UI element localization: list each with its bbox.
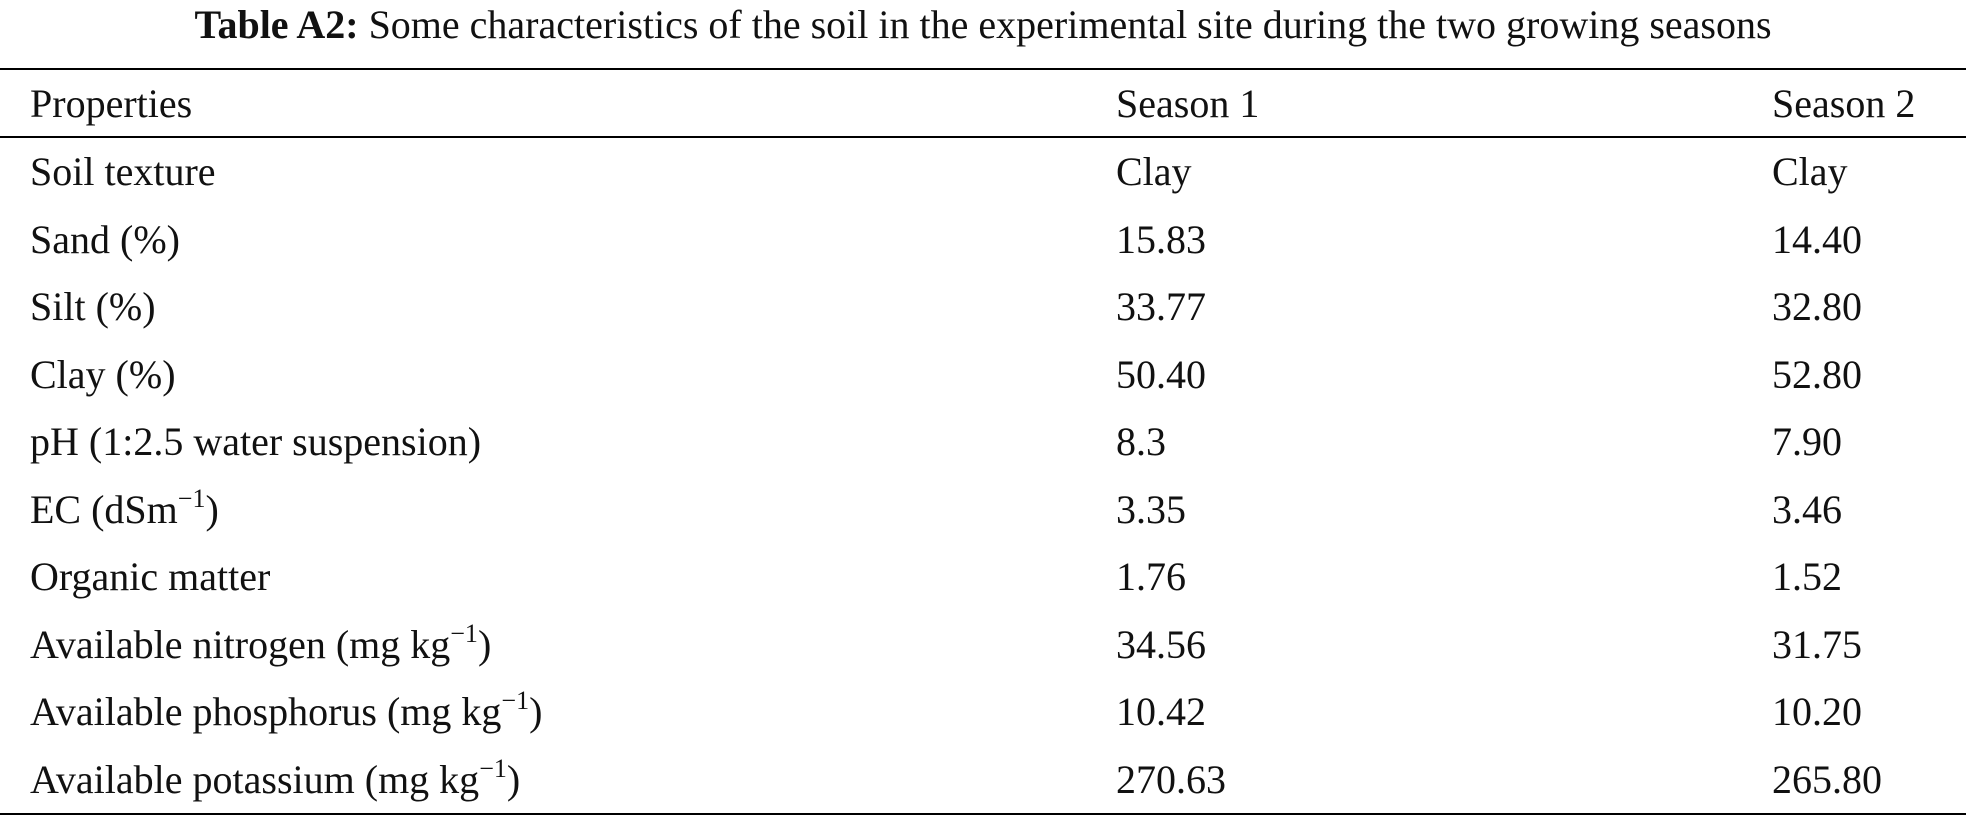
- season-1-value: 3.35: [1116, 486, 1186, 532]
- unit-exponent: −1: [177, 483, 206, 513]
- soil-characteristics-table: Properties Season 1 Season 2 Soil textur…: [0, 68, 1966, 815]
- property-label: Soil texture: [30, 149, 216, 195]
- header-season-2: Season 2: [1772, 80, 1916, 126]
- property-cell: Available phosphorus (mg kg−1): [0, 678, 1116, 746]
- season-1-value: 1.76: [1116, 554, 1186, 600]
- season-1-value: 270.63: [1116, 756, 1226, 802]
- table-header-row: Properties Season 1 Season 2: [0, 69, 1966, 137]
- property-label: Clay (%): [30, 351, 176, 397]
- property-label: Available nitrogen (mg kg: [30, 621, 451, 667]
- property-cell: Available potassium (mg kg−1): [0, 746, 1116, 815]
- property-label-close: ): [477, 621, 492, 667]
- season-2-value: 10.20: [1772, 689, 1862, 735]
- season-2-value: 265.80: [1772, 756, 1882, 802]
- header-properties: Properties: [30, 80, 193, 126]
- unit-exponent: −1: [501, 686, 530, 716]
- table-row: Silt (%) 33.77 32.80: [0, 273, 1966, 341]
- property-cell: EC (dSm−1): [0, 476, 1116, 544]
- season-1-value: 10.42: [1116, 689, 1206, 735]
- property-cell: Sand (%): [0, 206, 1116, 274]
- property-cell: Organic matter: [0, 543, 1116, 611]
- property-cell: Soil texture: [0, 137, 1116, 206]
- property-label: EC (dSm: [30, 486, 178, 532]
- season-2-value: 1.52: [1772, 554, 1842, 600]
- table-caption-label: Table A2:: [194, 2, 359, 47]
- table-row: Available nitrogen (mg kg−1) 34.56 31.75: [0, 611, 1966, 679]
- table-row: Organic matter 1.76 1.52: [0, 543, 1966, 611]
- property-label: Available potassium (mg kg: [30, 756, 480, 802]
- season-1-value: 8.3: [1116, 419, 1166, 465]
- season-2-value: 31.75: [1772, 621, 1862, 667]
- season-2-value: 3.46: [1772, 486, 1842, 532]
- property-label: Silt (%): [30, 284, 156, 330]
- property-label-close: ): [529, 689, 543, 735]
- season-1-value: Clay: [1116, 149, 1192, 195]
- unit-exponent: −1: [450, 618, 478, 648]
- table-row: Clay (%) 50.40 52.80: [0, 341, 1966, 409]
- season-2-value: 32.80: [1772, 284, 1862, 330]
- table-row: Soil texture Clay Clay: [0, 137, 1966, 206]
- header-season-1: Season 1: [1116, 80, 1260, 126]
- unit-exponent: −1: [479, 753, 507, 783]
- property-label-close: ): [205, 486, 219, 532]
- property-label: Available phosphorus (mg kg: [30, 689, 502, 735]
- season-1-value: 50.40: [1116, 351, 1206, 397]
- property-label: Organic matter: [30, 554, 271, 600]
- season-2-value: 7.90: [1772, 419, 1842, 465]
- property-label: Sand (%): [30, 216, 180, 262]
- table-row: Sand (%) 15.83 14.40: [0, 206, 1966, 274]
- property-cell: pH (1:2.5 water suspension): [0, 408, 1116, 476]
- property-label: pH (1:2.5 water suspension): [30, 419, 482, 465]
- property-cell: Silt (%): [0, 273, 1116, 341]
- property-label-close: ): [506, 756, 521, 802]
- season-1-value: 34.56: [1116, 621, 1206, 667]
- season-1-value: 33.77: [1116, 284, 1206, 330]
- property-cell: Clay (%): [0, 341, 1116, 409]
- property-cell: Available nitrogen (mg kg−1): [0, 611, 1116, 679]
- season-1-value: 15.83: [1116, 216, 1206, 262]
- season-2-value: 52.80: [1772, 351, 1862, 397]
- table-row: EC (dSm−1) 3.35 3.46: [0, 476, 1966, 544]
- season-2-value: 14.40: [1772, 216, 1862, 262]
- table-row: Available potassium (mg kg−1) 270.63 265.8…: [0, 746, 1966, 815]
- table-caption-text: Some characteristics of the soil in the …: [368, 2, 1772, 47]
- table-row: Available phosphorus (mg kg−1) 10.42 10.20: [0, 678, 1966, 746]
- table-row: pH (1:2.5 water suspension) 8.3 7.90: [0, 408, 1966, 476]
- table-caption: Table A2: Some characteristics of the soi…: [0, 0, 1966, 60]
- season-2-value: Clay: [1772, 149, 1848, 195]
